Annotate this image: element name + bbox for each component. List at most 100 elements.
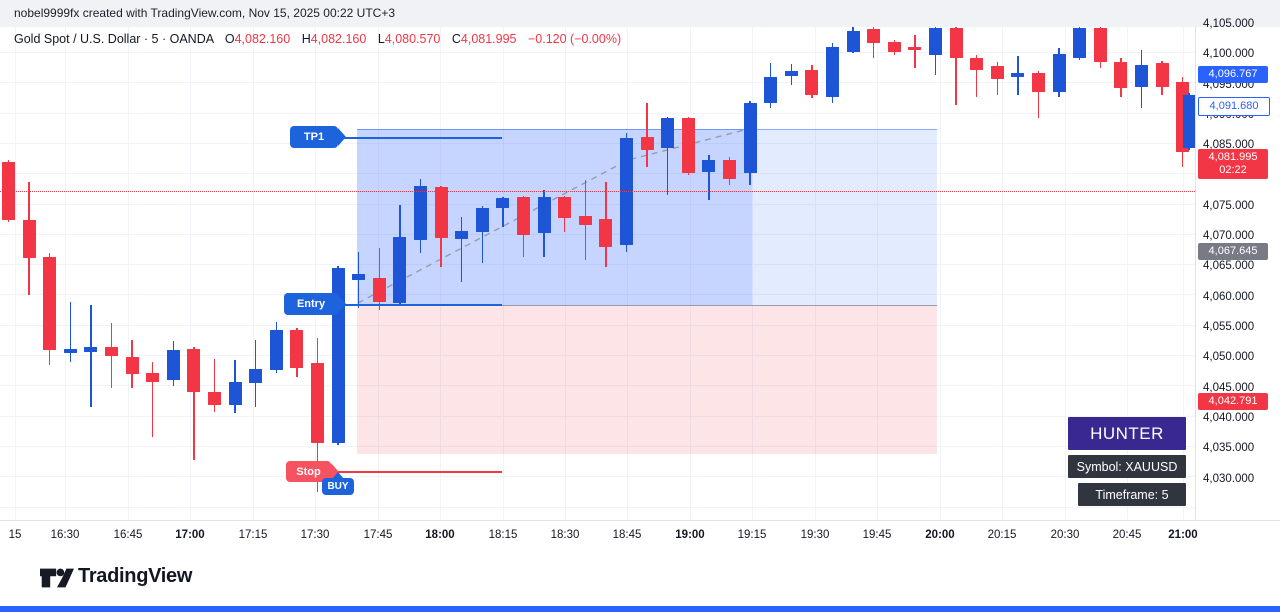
tp1-tag[interactable]: TP1 (290, 126, 338, 148)
candle-wick (213, 358, 216, 412)
candle-body (1073, 27, 1087, 59)
time-axis-label: 16:30 (50, 529, 80, 541)
symbol-legend[interactable]: Gold Spot / U.S. Dollar · 5 · OANDA O4,0… (14, 32, 621, 46)
time-axis-label: 18:45 (612, 529, 642, 541)
legend-high-value: 4,082.160 (310, 32, 367, 46)
vertical-gridline (65, 27, 66, 520)
vertical-gridline (752, 27, 753, 520)
candle-body (1135, 64, 1148, 87)
entry-line (338, 304, 502, 306)
time-axis-label: 18:30 (550, 529, 580, 541)
candle-body (125, 356, 139, 374)
time-axis[interactable]: 15 16:30 16:45 17:00 17:15 17:30 17:45 18:00 18:… (0, 520, 1280, 553)
candle-body (640, 136, 654, 151)
tp-line (340, 137, 502, 139)
legend-high-label: H (301, 32, 311, 46)
stop-zone (357, 305, 937, 454)
candle-body (372, 278, 386, 302)
candle-wick (666, 116, 669, 195)
time-axis-label: 20:00 (925, 529, 955, 541)
vertical-gridline (190, 27, 191, 520)
horizontal-gridline (0, 506, 1195, 508)
price-axis-label: 4,085.000 (1203, 139, 1255, 152)
vertical-gridline (1127, 27, 1128, 520)
legend-title: Gold Spot / U.S. Dollar · 5 · OANDA (14, 32, 214, 46)
vertical-gridline (315, 27, 316, 520)
buy-marker[interactable]: BUY (322, 478, 354, 495)
attribution-text: nobel9999fx created with TradingView.com… (14, 6, 396, 20)
time-axis-label: 17:00 (175, 529, 205, 541)
close-price-badge: 4,091.680 (1198, 97, 1270, 117)
stop-price-badge: 4,042.791 (1198, 393, 1268, 411)
candle-body (1052, 53, 1066, 92)
time-axis-label: 19:00 (675, 529, 705, 541)
legend-open-value: 4,082.160 (234, 32, 291, 46)
candle-body (970, 58, 984, 71)
time-axis-label: 17:45 (363, 529, 393, 541)
time-axis-label: 19:15 (737, 529, 767, 541)
chart-area[interactable]: TP1 Entry Stop BUY Gold Spot / U.S. Doll… (0, 27, 1197, 520)
price-axis-separator (1195, 27, 1196, 552)
vertical-gridline (815, 27, 816, 520)
legend-low-label: L (377, 32, 385, 46)
candle-body (764, 76, 778, 103)
candle-wick (975, 55, 978, 97)
candle-body (393, 236, 407, 303)
tradingview-logo-icon[interactable] (40, 566, 74, 590)
candle-body (311, 362, 324, 443)
time-axis-label: 20:45 (1112, 529, 1142, 541)
price-axis-label: 4,105.000 (1203, 18, 1255, 30)
price-axis-label: 4,045.000 (1203, 381, 1255, 394)
candle-body (723, 159, 736, 180)
horizontal-gridline (0, 385, 1195, 387)
candle-body (208, 391, 221, 405)
candle-body (681, 118, 695, 174)
stop-tag[interactable]: Stop (286, 461, 331, 482)
horizontal-gridline (0, 112, 1195, 114)
candle-wick (69, 301, 72, 362)
hunter-timeframe-text: Timeframe: 5 (1095, 487, 1169, 502)
vertical-gridline (940, 27, 941, 520)
vertical-gridline (15, 27, 16, 520)
candle-body (1011, 73, 1025, 77)
price-axis[interactable]: 4,105.0004,100.0004,095.0004,090.0004,08… (1195, 18, 1280, 520)
candle-body (1093, 27, 1107, 62)
candle-body (187, 348, 201, 392)
tradingview-brand-text[interactable]: TradingView (78, 565, 193, 587)
candle-body (846, 30, 860, 52)
candle-body (908, 47, 922, 51)
candle-body (887, 41, 901, 52)
candle-wick (193, 347, 195, 460)
candle-body (805, 70, 819, 96)
entry-tag[interactable]: Entry (284, 293, 338, 315)
candle-body (826, 47, 839, 97)
price-axis-label: 4,035.000 (1203, 442, 1255, 455)
candle-body (537, 196, 551, 234)
time-axis-label: 17:30 (300, 529, 330, 541)
hunter-panel-symbol: Symbol: XAUUSD (1068, 455, 1186, 478)
candle-body (929, 27, 942, 56)
horizontal-gridline (0, 52, 1195, 53)
vertical-gridline (1002, 27, 1003, 520)
price-axis-label: 4,030.000 (1203, 472, 1255, 485)
candle-body (249, 368, 263, 383)
candle-body (475, 207, 489, 232)
legend-open-label: O (224, 32, 235, 46)
time-axis-label: 17:15 (238, 529, 268, 541)
price-axis-label: 4,100.000 (1203, 48, 1255, 61)
time-axis-label: 18:00 (425, 529, 455, 541)
candle-wick (460, 216, 463, 282)
price-axis-label: 4,040.000 (1203, 411, 1255, 424)
bottom-accent-bar (0, 606, 1280, 612)
horizontal-gridline (0, 445, 1195, 447)
hunter-panel-timeframe: Timeframe: 5 (1078, 483, 1186, 506)
entry-zone-divider (357, 304, 937, 306)
vertical-gridline (128, 27, 129, 520)
candle-wick (151, 361, 154, 437)
candle-body (599, 219, 613, 248)
candle-body (784, 70, 798, 77)
price-axis-label: 4,055.000 (1203, 321, 1255, 333)
hunter-title-text: HUNTER (1090, 423, 1164, 443)
candle-body (84, 347, 98, 352)
